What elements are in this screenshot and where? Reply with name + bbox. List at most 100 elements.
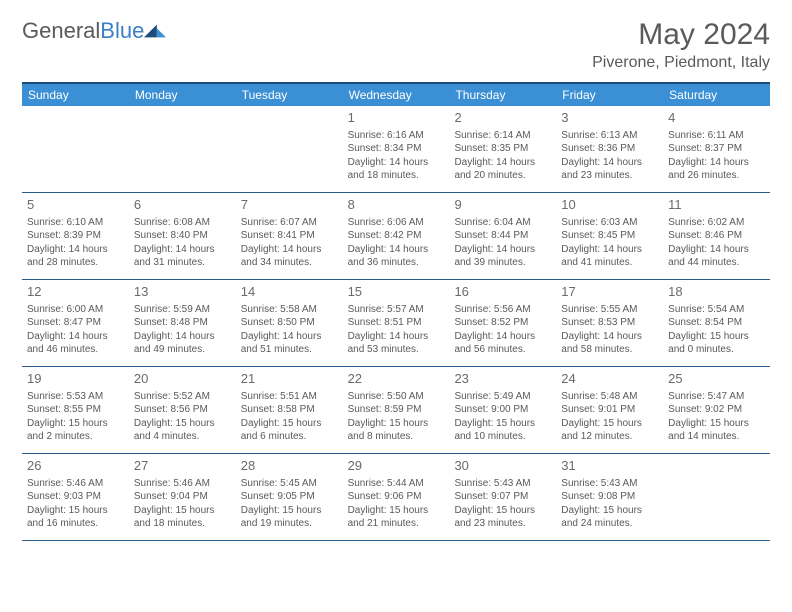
daylight-text: Daylight: 14 hours and 39 minutes.: [454, 243, 551, 270]
day-number: 17: [561, 283, 658, 301]
week-row: 1Sunrise: 6:16 AMSunset: 8:34 PMDaylight…: [22, 106, 770, 193]
day-cell: 14 Sunrise: 5:58 AMSunset: 8:50 PMDayligh…: [236, 280, 343, 366]
sunrise-text: Sunrise: 5:58 AM: [241, 303, 338, 317]
sunset-text: Sunset: 9:07 PM: [454, 490, 551, 504]
day-number: 6: [134, 196, 231, 214]
daylight-text: Daylight: 15 hours and 6 minutes.: [241, 417, 338, 444]
daylight-text: Daylight: 14 hours and 31 minutes.: [134, 243, 231, 270]
daylight-text: Daylight: 15 hours and 18 minutes.: [134, 504, 231, 531]
day-header: Tuesday: [236, 84, 343, 106]
sunrise-text: Sunrise: 6:02 AM: [668, 216, 765, 230]
daylight-text: Daylight: 15 hours and 23 minutes.: [454, 504, 551, 531]
daylight-text: Daylight: 14 hours and 51 minutes.: [241, 330, 338, 357]
day-number: 1: [348, 109, 445, 127]
sunset-text: Sunset: 9:01 PM: [561, 403, 658, 417]
day-cell: 19Sunrise: 5:53 AMSunset: 8:55 PMDayligh…: [22, 367, 129, 453]
day-cell: 8Sunrise: 6:06 AMSunset: 8:42 PMDaylight…: [343, 193, 450, 279]
sunrise-text: Sunrise: 5:57 AM: [348, 303, 445, 317]
triangle-icon: [144, 22, 166, 40]
sunset-text: Sunset: 8:51 PM: [348, 316, 445, 330]
day-number: 29: [348, 457, 445, 475]
sunrise-text: Sunrise: 6:04 AM: [454, 216, 551, 230]
sunset-text: Sunset: 8:42 PM: [348, 229, 445, 243]
sunrise-text: Sunrise: 5:45 AM: [241, 477, 338, 491]
day-cell: 2Sunrise: 6:14 AMSunset: 8:35 PMDaylight…: [449, 106, 556, 192]
sunrise-text: Sunrise: 6:08 AM: [134, 216, 231, 230]
daylight-text: Daylight: 14 hours and 36 minutes.: [348, 243, 445, 270]
week-row: 26Sunrise: 5:46 AMSunset: 9:03 PMDayligh…: [22, 454, 770, 541]
daylight-text: Daylight: 14 hours and 34 minutes.: [241, 243, 338, 270]
day-cell: 22Sunrise: 5:50 AMSunset: 8:59 PMDayligh…: [343, 367, 450, 453]
day-number: 15: [348, 283, 445, 301]
sunset-text: Sunset: 9:04 PM: [134, 490, 231, 504]
day-cell: 16Sunrise: 5:56 AMSunset: 8:52 PMDayligh…: [449, 280, 556, 366]
daylight-text: Daylight: 15 hours and 24 minutes.: [561, 504, 658, 531]
day-number: 28: [241, 457, 338, 475]
sunset-text: Sunset: 8:50 PM: [241, 316, 338, 330]
month-title: May 2024: [592, 18, 770, 52]
day-number: 7: [241, 196, 338, 214]
sunset-text: Sunset: 9:06 PM: [348, 490, 445, 504]
sunrise-text: Sunrise: 5:59 AM: [134, 303, 231, 317]
day-number: 19: [27, 370, 124, 388]
day-cell: 13 Sunrise: 5:59 AMSunset: 8:48 PMDayligh…: [129, 280, 236, 366]
day-number: 3: [561, 109, 658, 127]
day-number: 11: [668, 196, 765, 214]
day-number: 27: [134, 457, 231, 475]
sunrise-text: Sunrise: 5:46 AM: [134, 477, 231, 491]
daylight-text: Daylight: 15 hours and 0 minutes.: [668, 330, 765, 357]
sunrise-text: Sunrise: 6:16 AM: [348, 129, 445, 143]
day-cell: 18Sunrise: 5:54 AMSunset: 8:54 PMDayligh…: [663, 280, 770, 366]
day-cell: 28Sunrise: 5:45 AMSunset: 9:05 PMDayligh…: [236, 454, 343, 540]
day-cell: 23Sunrise: 5:49 AMSunset: 9:00 PMDayligh…: [449, 367, 556, 453]
day-cell: 4Sunrise: 6:11 AMSunset: 8:37 PMDaylight…: [663, 106, 770, 192]
day-cell: 15 Sunrise: 5:57 AMSunset: 8:51 PMDayligh…: [343, 280, 450, 366]
logo-text-gray: General: [22, 18, 100, 43]
day-cell: 12Sunrise: 6:00 AMSunset: 8:47 PMDayligh…: [22, 280, 129, 366]
logo: GeneralBlue: [22, 18, 166, 44]
daylight-text: Daylight: 14 hours and 56 minutes.: [454, 330, 551, 357]
day-number: 2: [454, 109, 551, 127]
daylight-text: Daylight: 14 hours and 41 minutes.: [561, 243, 658, 270]
day-number: 9: [454, 196, 551, 214]
day-cell: [129, 106, 236, 192]
day-header: Friday: [556, 84, 663, 106]
sunset-text: Sunset: 8:48 PM: [134, 316, 231, 330]
day-header: Sunday: [22, 84, 129, 106]
sunrise-text: Sunrise: 6:11 AM: [668, 129, 765, 143]
day-number: 13: [134, 283, 231, 301]
day-header: Monday: [129, 84, 236, 106]
week-row: 12Sunrise: 6:00 AMSunset: 8:47 PMDayligh…: [22, 280, 770, 367]
header: GeneralBlue May 2024 Piverone, Piedmont,…: [22, 18, 770, 72]
sunrise-text: Sunrise: 5:43 AM: [561, 477, 658, 491]
sunrise-text: Sunrise: 5:50 AM: [348, 390, 445, 404]
daylight-text: Daylight: 15 hours and 8 minutes.: [348, 417, 445, 444]
sunrise-text: Sunrise: 6:00 AM: [27, 303, 124, 317]
sunrise-text: Sunrise: 5:55 AM: [561, 303, 658, 317]
sunrise-text: Sunrise: 6:03 AM: [561, 216, 658, 230]
day-cell: 7 Sunrise: 6:07 AMSunset: 8:41 PMDaylight…: [236, 193, 343, 279]
daylight-text: Daylight: 14 hours and 49 minutes.: [134, 330, 231, 357]
sunrise-text: Sunrise: 5:54 AM: [668, 303, 765, 317]
day-number: 25: [668, 370, 765, 388]
weeks-container: 1Sunrise: 6:16 AMSunset: 8:34 PMDaylight…: [22, 106, 770, 541]
sunset-text: Sunset: 8:41 PM: [241, 229, 338, 243]
week-row: 19Sunrise: 5:53 AMSunset: 8:55 PMDayligh…: [22, 367, 770, 454]
day-number: 26: [27, 457, 124, 475]
day-header: Saturday: [663, 84, 770, 106]
sunset-text: Sunset: 8:35 PM: [454, 142, 551, 156]
sunset-text: Sunset: 8:44 PM: [454, 229, 551, 243]
daylight-text: Daylight: 14 hours and 53 minutes.: [348, 330, 445, 357]
daylight-text: Daylight: 15 hours and 21 minutes.: [348, 504, 445, 531]
daylight-text: Daylight: 14 hours and 20 minutes.: [454, 156, 551, 183]
day-number: 12: [27, 283, 124, 301]
sunrise-text: Sunrise: 6:07 AM: [241, 216, 338, 230]
daylight-text: Daylight: 14 hours and 23 minutes.: [561, 156, 658, 183]
day-cell: 6Sunrise: 6:08 AMSunset: 8:40 PMDaylight…: [129, 193, 236, 279]
sunset-text: Sunset: 8:59 PM: [348, 403, 445, 417]
location: Piverone, Piedmont, Italy: [592, 54, 770, 72]
daylight-text: Daylight: 14 hours and 44 minutes.: [668, 243, 765, 270]
day-cell: 5Sunrise: 6:10 AMSunset: 8:39 PMDaylight…: [22, 193, 129, 279]
day-cell: 21Sunrise: 5:51 AMSunset: 8:58 PMDayligh…: [236, 367, 343, 453]
day-number: 14: [241, 283, 338, 301]
